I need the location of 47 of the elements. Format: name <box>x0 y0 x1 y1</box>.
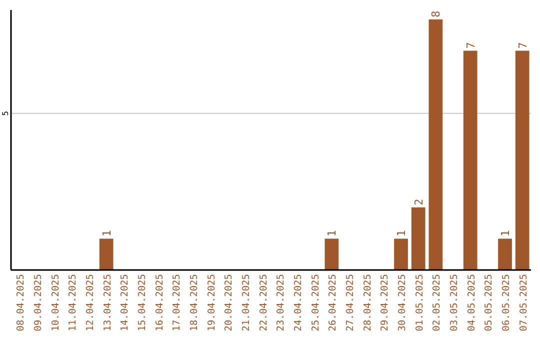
data-label: 2 <box>412 198 426 206</box>
x-tick-label: 29.04.2025 <box>380 274 391 332</box>
bar <box>324 238 339 270</box>
x-tick-label: 11.04.2025 <box>68 274 79 332</box>
x-tick-label: 25.04.2025 <box>310 274 322 332</box>
x-tick-label: 28.04.2025 <box>362 274 374 332</box>
x-tick-label: 21.04.2025 <box>241 274 252 332</box>
data-label: 8 <box>430 10 443 18</box>
x-tick-label: 06.05.2025 <box>501 274 512 332</box>
bar <box>394 238 408 270</box>
x-tick-label: 27.04.2025 <box>345 274 356 332</box>
bar <box>498 238 512 270</box>
x-tick-label: 23.04.2025 <box>276 274 287 332</box>
x-tick-label: 04.05.2025 <box>466 274 478 332</box>
x-tick-label: 12.04.2025 <box>85 274 96 332</box>
x-tick-label: 16.04.2025 <box>154 274 166 332</box>
x-tick-label: 08.04.2025 <box>16 274 27 332</box>
x-tick-label: 09.04.2025 <box>33 274 44 332</box>
bar <box>428 19 443 270</box>
data-label: 1 <box>100 230 114 237</box>
data-label: 7 <box>516 42 530 49</box>
x-tick-label: 22.04.2025 <box>258 274 270 332</box>
x-tick-label: 10.04.2025 <box>50 274 62 332</box>
x-tick-label: 18.04.2025 <box>189 274 200 332</box>
data-label: 1 <box>395 230 408 237</box>
data-label: 1 <box>326 230 339 237</box>
x-tick-label: 01.05.2025 <box>414 274 426 332</box>
x-tick-label: 17.04.2025 <box>172 274 183 332</box>
x-tick-label: 03.05.2025 <box>449 274 460 332</box>
bar <box>411 207 426 270</box>
x-tick-label: 15.04.2025 <box>137 274 148 332</box>
x-tick-label: 13.04.2025 <box>102 274 114 332</box>
data-label: 7 <box>464 42 478 49</box>
x-tick-label: 20.04.2025 <box>224 274 235 332</box>
x-tick-label: 26.04.2025 <box>328 274 339 332</box>
x-tick-label: 30.04.2025 <box>397 274 408 332</box>
y-tick-label: 5 <box>1 110 10 116</box>
x-tick-label: 02.05.2025 <box>432 274 443 332</box>
x-tick-label: 19.04.2025 <box>206 274 218 332</box>
data-label: 1 <box>499 230 512 237</box>
bar <box>463 50 478 270</box>
x-tick-label: 05.05.2025 <box>484 274 495 332</box>
x-tick-label: 07.05.2025 <box>518 274 530 332</box>
x-tick-label: 14.04.2025 <box>120 274 131 332</box>
x-tick-label: 24.04.2025 <box>293 274 304 332</box>
bar <box>99 238 114 270</box>
bar <box>515 50 530 270</box>
